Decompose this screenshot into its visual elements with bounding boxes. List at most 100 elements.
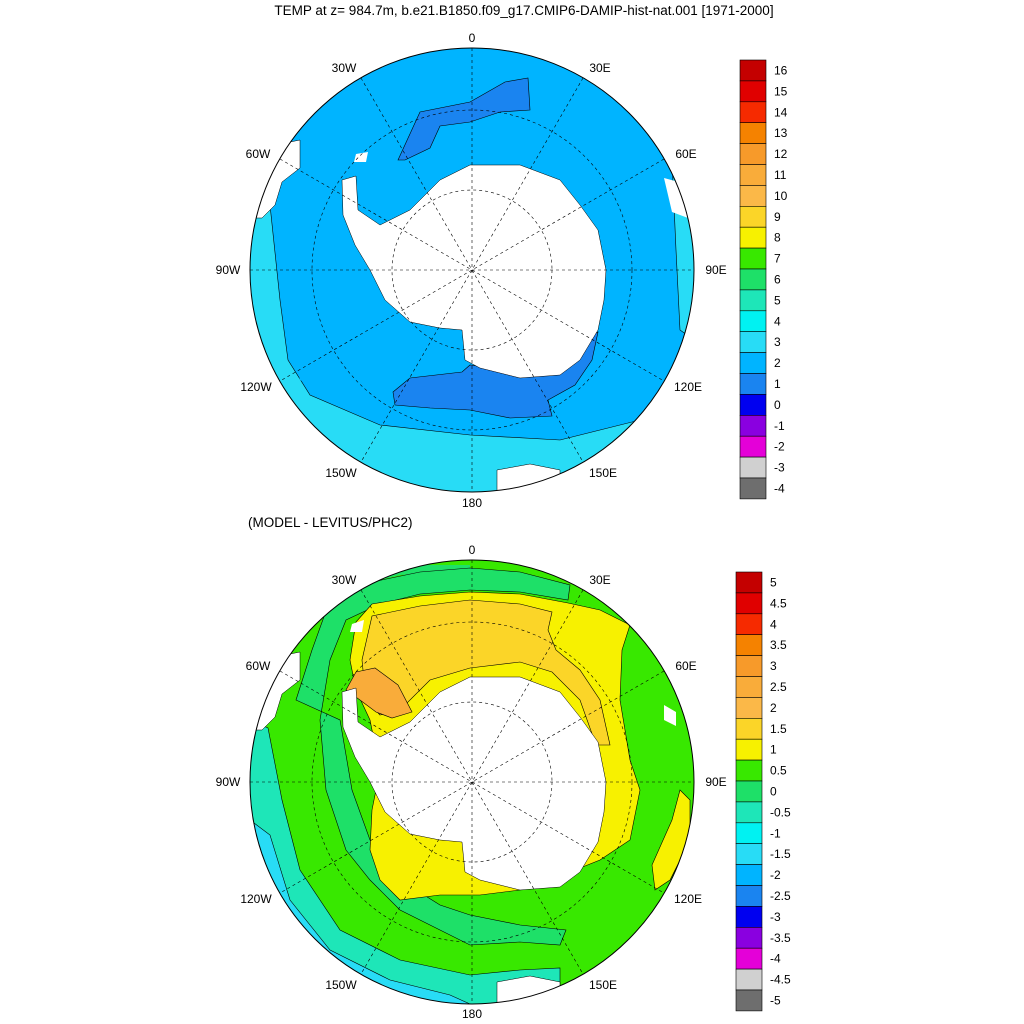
colorbar-swatch [735, 843, 763, 865]
colorbar-tick-label: 10 [774, 189, 788, 203]
colorbar-swatch [735, 613, 763, 635]
colorbar-swatch [739, 394, 767, 416]
colorbar-tick-label: -3.5 [770, 931, 791, 945]
colorbar-swatch [739, 435, 767, 458]
top-lon-label-90w: 90W [216, 263, 241, 277]
colorbar-tick-label: 1 [770, 743, 777, 757]
bottom-lon-label-30w: 30W [332, 573, 357, 587]
top-lon-label-30e: 30E [589, 61, 610, 75]
bottom-lon-label-150e: 150E [589, 978, 617, 992]
colorbar-tick-label: 1.5 [770, 722, 787, 736]
colorbar-swatch [735, 822, 763, 844]
top-graticule [250, 48, 694, 492]
colorbar-swatch [735, 989, 763, 1012]
colorbar-tick-label: -4.5 [770, 973, 791, 987]
top-map-title: TEMP at z= 984.7m, b.e21.B1850.f09_g17.C… [274, 3, 774, 18]
bottom-kerguelen-land [664, 705, 676, 726]
colorbar-swatch [739, 310, 767, 332]
colorbar-tick-label: 0.5 [770, 764, 787, 778]
bottom-colorbar: 5 4.5 4 3.5 3 2.5 2 1.5 1 0.5 0 -0.5 -1 -1.5 -2 -2.5 -3 -… [735, 571, 791, 1012]
top-lon-label-150w: 150W [325, 466, 357, 480]
colorbar-swatch [735, 697, 763, 719]
colorbar-swatch [739, 373, 767, 395]
bottom-lon-label-0: 0 [469, 543, 476, 557]
colorbar-tick-label: 8 [774, 231, 781, 245]
colorbar-swatch [739, 268, 767, 291]
colorbar-tick-label: 2 [774, 356, 781, 370]
colorbar-swatch [739, 80, 767, 103]
colorbar-tick-label: 3.5 [770, 638, 787, 652]
colorbar-tick-label: -2 [770, 868, 781, 882]
colorbar-swatch [739, 331, 767, 353]
top-lon-label-120w: 120W [240, 380, 272, 394]
colorbar-swatch [735, 738, 763, 761]
bottom-lon-labels: 0 30E 60E 90E 120E 150E 180 150W 120W 90… [216, 543, 727, 1021]
colorbar-swatch [735, 634, 763, 656]
colorbar-swatch [735, 571, 763, 594]
colorbar-tick-label: 2 [770, 701, 777, 715]
colorbar-swatch [739, 164, 767, 186]
top-lon-label-90e: 90E [705, 263, 726, 277]
colorbar-tick-label: 5 [770, 575, 777, 589]
colorbar-tick-label: 4 [774, 314, 781, 328]
bottom-lon-label-120e: 120E [674, 892, 702, 906]
colorbar-tick-label: 5 [774, 293, 781, 307]
colorbar-swatch [735, 968, 763, 991]
colorbar-tick-label: -0.5 [770, 805, 791, 819]
colorbar-swatch [735, 655, 763, 677]
top-island [354, 152, 368, 162]
bottom-island [350, 620, 364, 632]
colorbar-tick-label: -4 [770, 952, 781, 966]
colorbar-tick-label: 3 [770, 659, 777, 673]
colorbar-swatch [739, 414, 767, 437]
colorbar-tick-label: -5 [770, 993, 781, 1007]
colorbar-tick-label: -3 [774, 461, 785, 475]
bottom-field-1-1.5-east [651, 789, 691, 891]
colorbar-tick-label: 0 [770, 784, 777, 798]
bottom-map-title: (MODEL - LEVITUS/PHC2) [248, 515, 413, 530]
colorbar-swatch [739, 185, 767, 207]
bottom-map-border [249, 559, 695, 1005]
colorbar-swatch [739, 247, 767, 270]
colorbar-tick-label: 3 [774, 335, 781, 349]
colorbar-tick-label: 2.5 [770, 680, 787, 694]
bottom-field-neg0.5-0 [250, 719, 561, 1004]
bottom-field-2.5-3 [345, 667, 413, 719]
colorbar-swatch [735, 717, 763, 740]
colorbar-tick-label: 4 [770, 617, 777, 631]
bottom-field-1.5-2 [361, 599, 611, 746]
colorbar-tick-label: -2.5 [770, 889, 791, 903]
colorbar-swatch [739, 456, 767, 479]
bottom-lon-label-90w: 90W [216, 775, 241, 789]
bottom-field-0-0.5-ring [295, 567, 571, 946]
top-lon-label-180: 180 [462, 496, 482, 510]
colorbar-tick-label: -3 [770, 910, 781, 924]
colorbar-swatch [735, 759, 763, 782]
colorbar-tick-label: 11 [774, 168, 787, 182]
colorbar-tick-label: 12 [774, 147, 788, 161]
colorbar-swatch [739, 352, 767, 374]
colorbar-tick-label: 16 [774, 63, 788, 77]
colorbar-tick-label: -2 [774, 440, 785, 454]
colorbar-swatch [739, 143, 767, 165]
bottom-lon-label-90e: 90E [705, 775, 726, 789]
top-map-border [249, 47, 695, 493]
bottom-lon-label-120w: 120W [240, 892, 272, 906]
colorbar-swatch [739, 122, 767, 144]
top-field-2-3-north [397, 77, 531, 161]
colorbar-tick-label: 13 [774, 126, 788, 140]
colorbar-tick-label: 0 [774, 398, 781, 412]
colorbar-swatch [739, 289, 767, 312]
colorbar-tick-label: 6 [774, 272, 781, 286]
colorbar-swatch [735, 801, 763, 824]
colorbar-swatch [735, 592, 763, 615]
bottom-graticule [250, 560, 694, 1004]
colorbar-swatch [735, 676, 763, 698]
top-lon-label-60e: 60E [675, 147, 696, 161]
colorbar-swatch [735, 885, 763, 907]
colorbar-swatch [739, 59, 767, 82]
colorbar-swatch [735, 780, 763, 803]
top-lon-label-30w: 30W [332, 61, 357, 75]
